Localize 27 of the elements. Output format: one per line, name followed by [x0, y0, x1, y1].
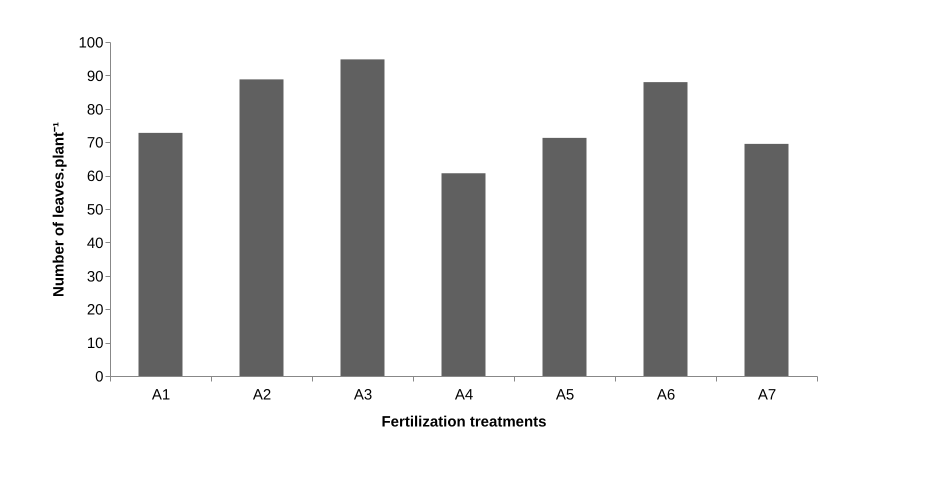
y-axis-title: Number of leaves.plant⁻¹: [50, 122, 68, 298]
y-tick-label: 30: [86, 268, 104, 286]
bar: [744, 144, 788, 376]
x-tick-label: A4: [454, 386, 474, 404]
y-tick-label: 100: [78, 34, 104, 52]
x-tick-label: A3: [354, 386, 372, 404]
y-tick-label: 0: [95, 368, 104, 386]
y-tick-label: 90: [86, 68, 104, 85]
bar: [644, 82, 688, 376]
x-tick-label: A2: [252, 386, 272, 404]
y-tick-label: 60: [86, 168, 104, 186]
x-tick-label: A5: [556, 386, 574, 404]
y-tick-label: 20: [86, 302, 104, 319]
bar: [442, 173, 486, 376]
y-tick-label: 70: [86, 134, 104, 152]
bar: [542, 138, 586, 376]
bar: [138, 132, 182, 376]
x-tick-label: A1: [152, 386, 170, 404]
x-tick-label: A6: [656, 386, 676, 404]
x-axis-title: Fertilization treatments: [381, 414, 547, 430]
y-tick-label: 50: [86, 202, 104, 218]
bar: [240, 79, 284, 376]
y-tick-label: 40: [86, 234, 104, 252]
bar: [340, 59, 384, 376]
y-tick-label: 10: [86, 335, 104, 352]
x-tick-label: A7: [758, 386, 776, 404]
y-tick-label: 80: [86, 101, 104, 118]
